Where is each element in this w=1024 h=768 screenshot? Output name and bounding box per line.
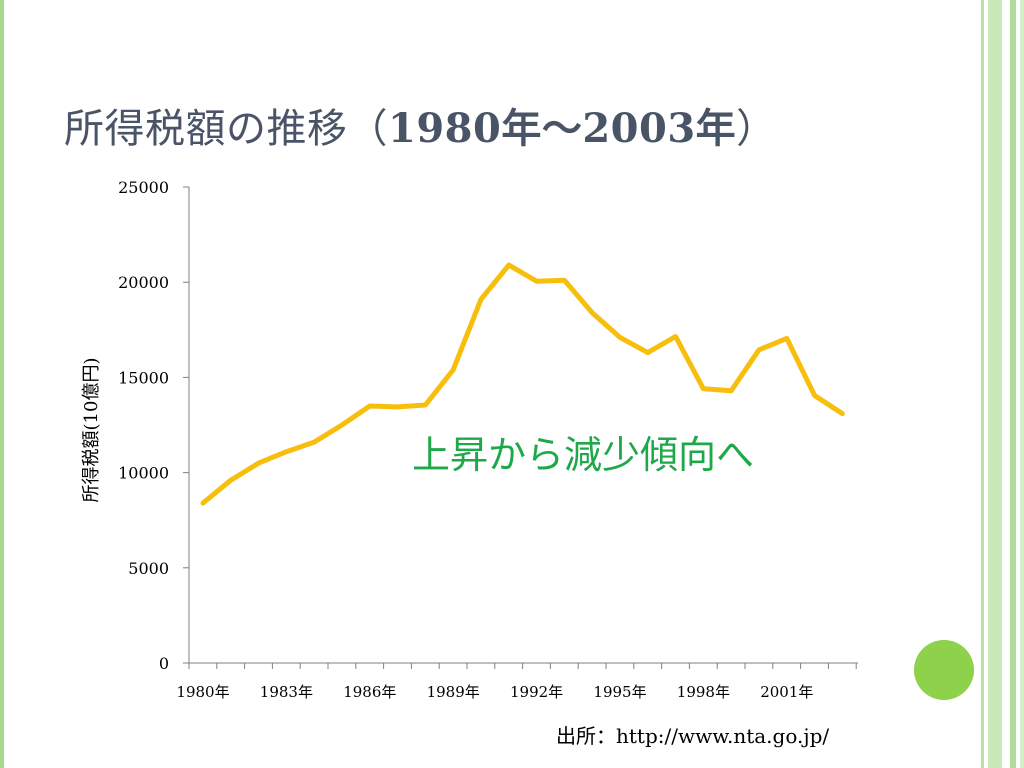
right-frame-stripe: [1020, 0, 1024, 768]
x-tick-label: 1983年: [260, 683, 313, 701]
y-axis-label: 所得税額(10億円): [81, 358, 102, 503]
left-frame-stripe: [0, 0, 4, 768]
x-tick-label: 1989年: [427, 683, 480, 701]
source-citation: 出所：http://www.nta.go.jp/: [556, 724, 830, 748]
decorative-green-dot: [914, 640, 974, 700]
title-prefix: 所得税額の推移（: [64, 106, 388, 152]
trend-annotation: 上昇から減少傾向へ: [412, 433, 755, 477]
title-suffix: ）: [736, 106, 777, 152]
y-tick-label: 15000: [118, 368, 169, 387]
y-tick-label: 20000: [118, 273, 169, 292]
right-frame-stripe: [1010, 0, 1016, 768]
x-tick-label: 1998年: [677, 683, 730, 701]
y-axis-ticks: 0 5000 10000 15000 20000 25000: [118, 178, 189, 673]
title-years: 1980年～2003年: [388, 105, 737, 152]
y-tick-label: 10000: [118, 464, 169, 483]
x-tick-label: 2001年: [760, 683, 813, 701]
x-tick-label: 1992年: [510, 683, 563, 701]
x-tick-label: 1995年: [593, 683, 646, 701]
right-frame-stripe: [981, 0, 984, 768]
x-axis-ticks: 1980年 1983年 1986年 1989年 1992年 1995年 1998年 2001年: [176, 663, 857, 701]
x-tick-label: 1980年: [176, 683, 229, 701]
y-tick-label: 5000: [128, 559, 169, 578]
chart-series: [200, 262, 845, 506]
income-tax-line: [200, 262, 845, 506]
y-tick-label: 25000: [118, 178, 169, 197]
x-tick-label: 1986年: [343, 683, 396, 701]
y-tick-label: 0: [159, 654, 169, 673]
slide-title: 所得税額の推移（1980年～2003年）: [64, 96, 777, 154]
right-frame-stripe: [988, 0, 1002, 768]
